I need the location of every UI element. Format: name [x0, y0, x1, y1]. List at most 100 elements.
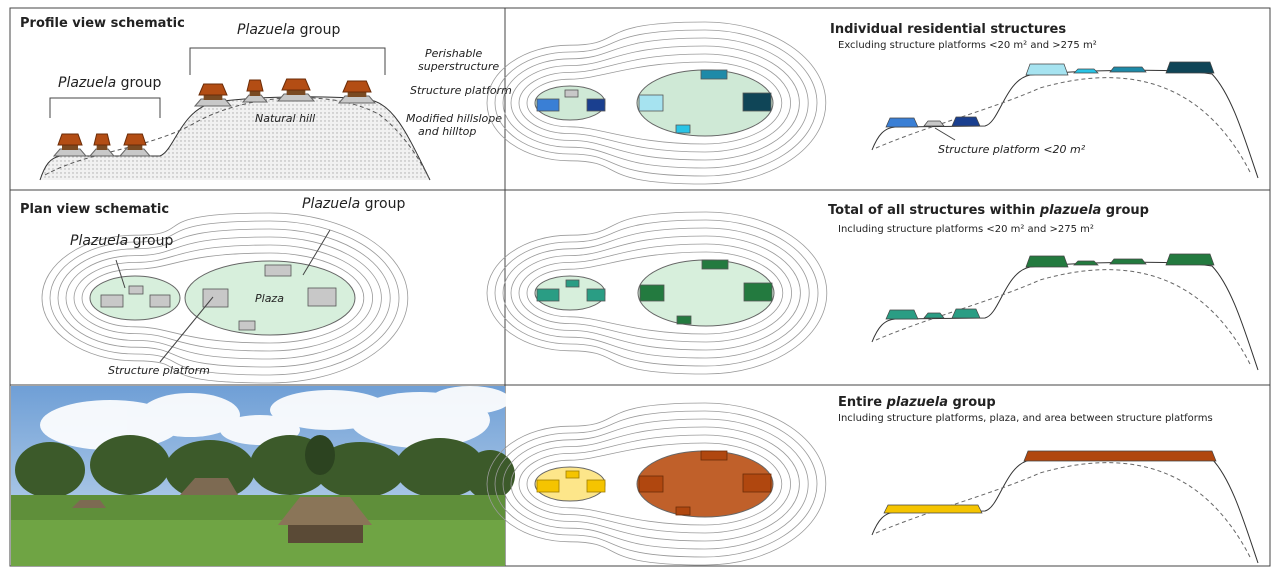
subtitle: Including structure platforms <20 m² and…: [838, 224, 1094, 235]
leader: [159, 296, 214, 363]
roof: [93, 133, 111, 146]
label: superstructure: [418, 60, 499, 73]
structure: [128, 285, 144, 295]
photo: [11, 386, 515, 566]
platform: [1073, 260, 1099, 266]
contour: [486, 211, 828, 375]
panel-title-part: Total of all structures within: [828, 203, 1040, 218]
panel-title: Plan view schematic: [20, 202, 169, 217]
group-label: Plazuela group: [70, 233, 173, 249]
structure: [536, 479, 560, 493]
structure: [586, 479, 606, 493]
contour: [526, 251, 784, 335]
contour: [510, 235, 801, 351]
panel-title: Entire plazuela group: [838, 395, 996, 410]
post: [249, 90, 261, 96]
post: [62, 144, 78, 150]
platform: [337, 95, 377, 104]
platform: [951, 308, 981, 319]
group-label-italic: Plazuela: [58, 75, 116, 91]
structure: [536, 98, 560, 112]
platform: [52, 148, 88, 157]
label: Structure platform <20 m²: [938, 143, 1086, 156]
platform: [1025, 63, 1069, 76]
panel-title: Individual residential structures: [830, 22, 1066, 37]
platform: [193, 98, 233, 107]
group-label: Plazuela group: [58, 75, 161, 91]
natural-hill: [875, 77, 1251, 173]
roof: [123, 133, 147, 146]
label: Plaza: [255, 292, 284, 305]
contour: [518, 434, 792, 534]
contour: [494, 410, 818, 558]
structure: [307, 287, 337, 307]
plaza-area: [89, 275, 181, 321]
label: Modified hillslope: [406, 112, 502, 125]
platform: [1109, 258, 1147, 265]
leader: [115, 259, 126, 289]
platform: [1109, 66, 1147, 73]
contour: [510, 426, 800, 542]
platform: [88, 148, 116, 157]
label: and hilltop: [418, 125, 476, 138]
contour: [57, 228, 391, 368]
structure: [639, 284, 665, 302]
structure: [565, 470, 580, 479]
structure: [564, 89, 579, 98]
contour: [41, 212, 409, 384]
group-label-rest: group: [128, 233, 173, 249]
natural-hill: [44, 97, 431, 181]
structure: [638, 475, 664, 493]
contour: [73, 244, 374, 352]
platform: [885, 117, 919, 128]
frame: [9, 7, 1271, 567]
subtitle: Including structure platforms, plaza, an…: [838, 413, 1213, 424]
panel-title-part: plazuela: [886, 395, 948, 410]
structure: [700, 450, 728, 461]
post: [286, 89, 306, 95]
group-label: Plazuela group: [302, 196, 405, 212]
panel-title: Profile view schematic: [20, 16, 185, 31]
label: Perishable: [425, 47, 482, 60]
contour: [502, 227, 810, 359]
group-label: Plazuela group: [237, 22, 340, 38]
platform: [1165, 253, 1215, 266]
natural-hill: [875, 462, 1251, 558]
platform: [1023, 450, 1217, 462]
group-label-italic: Plazuela: [237, 22, 295, 38]
platform: [241, 94, 269, 103]
platform: [883, 504, 983, 514]
modified-hill: [40, 96, 430, 180]
structure: [202, 288, 229, 308]
post: [127, 144, 143, 150]
structure: [536, 288, 560, 302]
roof: [246, 79, 264, 92]
structure: [149, 294, 171, 308]
contour: [526, 61, 783, 145]
structure: [675, 124, 691, 134]
panel-title-part: Entire: [838, 395, 887, 410]
subtitle: Excluding structure platforms <20 m² and…: [838, 40, 1097, 51]
contour: [494, 29, 818, 177]
structure: [742, 92, 772, 112]
contour: [518, 243, 793, 343]
post: [347, 91, 367, 97]
contour: [526, 442, 783, 526]
group-label-italic: Plazuela: [302, 196, 360, 212]
contour: [81, 252, 365, 344]
platform: [118, 148, 152, 157]
roof: [198, 83, 228, 96]
bracket: [189, 47, 386, 75]
structure: [638, 94, 664, 112]
structure: [238, 320, 256, 331]
platform: [885, 309, 919, 320]
structure: [743, 282, 773, 302]
structure: [100, 294, 124, 308]
platform: [923, 312, 945, 319]
natural-hill: [875, 269, 1251, 365]
panel-title: Total of all structures within plazuela …: [828, 203, 1149, 218]
panel-title-part: plazuela: [1039, 203, 1101, 218]
bracket: [49, 97, 161, 118]
contour: [49, 220, 400, 376]
